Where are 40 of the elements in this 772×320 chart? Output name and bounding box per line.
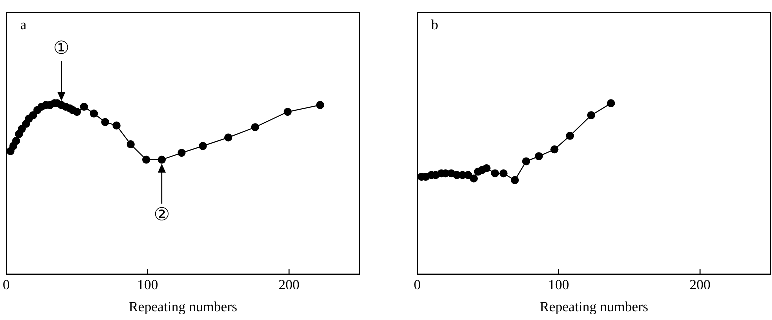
point [178,149,186,158]
x-tick-label: 200 [690,278,711,294]
x-axis-title: Repeating numbers [540,300,648,316]
point [12,137,20,146]
point [284,108,292,116]
point [566,132,574,140]
point [29,112,38,120]
x-tick-label: 0 [3,278,10,294]
point [126,140,135,149]
point [90,110,98,118]
x-tick-label: 100 [548,278,570,294]
x-tick-label: 200 [278,278,300,294]
x-tick-label: 100 [137,278,158,294]
point [101,118,110,126]
annotation: ② [154,204,170,225]
point [587,112,596,120]
point [142,156,150,164]
point [199,142,208,150]
point [112,122,121,130]
chart-title: b [432,18,438,34]
point [224,134,232,142]
point [316,101,324,110]
point [158,156,166,164]
point [73,108,82,116]
x-tick-label: 0 [414,278,421,294]
point [607,100,616,108]
point [18,125,26,134]
point [470,174,478,183]
annotation: ① [54,38,70,58]
point [535,152,544,161]
chart-title: a [20,18,28,34]
point [251,123,260,132]
point [511,176,520,184]
x-axis-title: Repeating numbers [129,300,238,316]
point [522,158,530,166]
point [80,102,88,111]
point [550,146,559,154]
point [482,164,491,172]
point [491,170,500,178]
point [500,170,508,178]
